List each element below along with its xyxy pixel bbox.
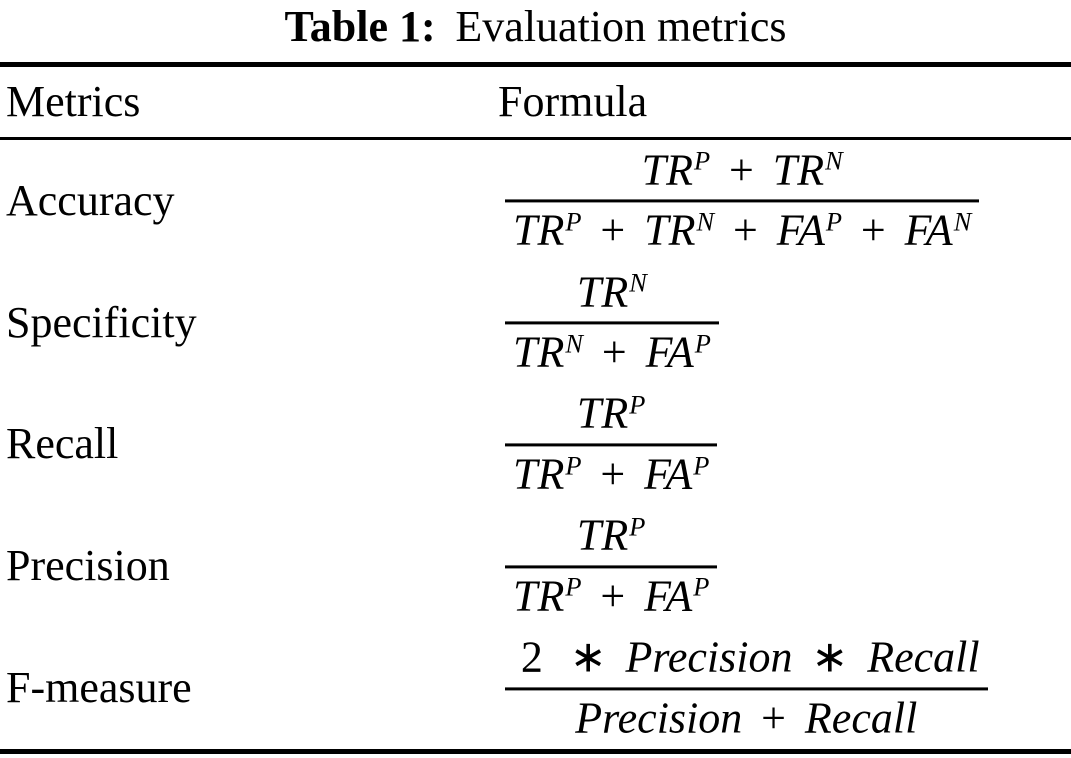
table-row: Specificity TRN TRN + FAP: [0, 262, 1071, 384]
table-row: Accuracy TRP + TRN TRP + TRN + FAP + FAN: [0, 140, 1071, 262]
formula-denominator: TRP + TRN + FAP + FAN: [513, 205, 972, 255]
fraction-bar: [505, 565, 718, 569]
fraction-bar: [505, 321, 719, 325]
formula-numerator: 2 ∗ Precision ∗ Recall: [520, 632, 980, 682]
formula-fraction: TRP + TRN TRP + TRN + FAP + FAN: [505, 145, 980, 256]
top-rule: [0, 62, 1071, 67]
metric-name: Accuracy: [6, 175, 175, 225]
metric-name: Recall: [6, 419, 119, 469]
metric-name: F-measure: [6, 663, 192, 713]
formula-denominator: TRN + FAP: [513, 327, 711, 377]
formula-fraction: TRP TRP + FAP: [505, 388, 718, 500]
header-formula: Formula: [498, 77, 648, 126]
table-caption: Table 1: Evaluation metrics: [0, 0, 1071, 54]
fraction-bar: [505, 199, 980, 203]
table-body: Accuracy TRP + TRN TRP + TRN + FAP + FAN Sp…: [0, 140, 1071, 749]
formula-fraction: TRP TRP + FAP: [505, 510, 718, 622]
table-row: Precision TRP TRP + FAP: [0, 505, 1071, 627]
formula-numerator: TRP: [576, 388, 646, 438]
fraction-bar: [505, 443, 718, 447]
metric-name: Specificity: [6, 297, 197, 347]
table-caption-text: Evaluation metrics: [455, 2, 787, 51]
formula-fraction: TRN TRN + FAP: [505, 267, 719, 378]
metric-name: Precision: [6, 541, 170, 591]
formula-fraction: 2 ∗ Precision ∗ Recall Precision + Recall: [505, 632, 988, 743]
table-row: Recall TRP TRP + FAP: [0, 384, 1071, 506]
table-row: F-measure 2 ∗ Precision ∗ Recall Precision…: [0, 627, 1071, 749]
fraction-bar: [505, 687, 988, 691]
table-caption-label: Table 1:: [284, 2, 436, 51]
formula-denominator: Precision + Recall: [575, 693, 918, 743]
formula-numerator: TRP: [576, 510, 646, 560]
formula-numerator: TRN: [576, 267, 647, 317]
formula-denominator: TRP + FAP: [513, 571, 710, 621]
formula-numerator: TRP + TRN: [641, 145, 843, 195]
header-metrics: Metrics: [6, 77, 141, 126]
table-header-row: Metrics Formula: [0, 67, 1071, 137]
mid-rule: [0, 137, 1071, 140]
formula-denominator: TRP + FAP: [513, 449, 710, 499]
bottom-rule: [0, 749, 1071, 754]
